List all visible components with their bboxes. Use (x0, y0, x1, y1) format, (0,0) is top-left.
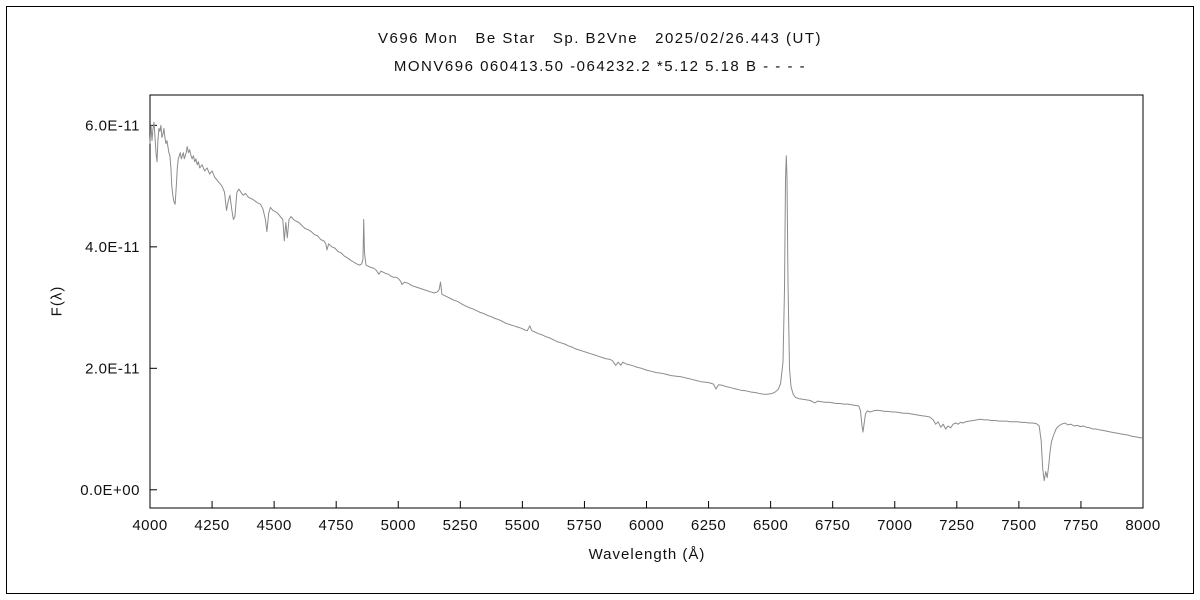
x-tick-label: 7750 (1063, 517, 1098, 534)
y-tick-label: 0.0E+00 (80, 482, 140, 499)
x-tick-label: 6500 (753, 517, 788, 534)
x-tick-label: 7000 (877, 517, 912, 534)
x-tick-label: 7500 (1001, 517, 1036, 534)
x-tick-label: 6250 (691, 517, 726, 534)
axis-frame (149, 94, 1144, 509)
x-tick-label: 8000 (1125, 517, 1160, 534)
x-tick-label: 5250 (443, 517, 478, 534)
x-tick-label: 5500 (505, 517, 540, 534)
x-tick-label: 4250 (194, 517, 229, 534)
y-tick-label: 2.0E-11 (85, 360, 140, 377)
x-tick-label: 6750 (815, 517, 850, 534)
x-tick-label: 5000 (381, 517, 416, 534)
spectrum-line (149, 121, 1144, 482)
y-tick-label: 6.0E-11 (85, 117, 140, 134)
x-tick-label: 5750 (567, 517, 602, 534)
x-tick-label: 4000 (132, 517, 167, 534)
x-tick-label: 7250 (939, 517, 974, 534)
x-tick-label: 4500 (256, 517, 291, 534)
x-tick-label: 6000 (629, 517, 664, 534)
chart-title: V696 Mon Be Star Sp. B2Vne 2025/02/26.44… (377, 30, 823, 47)
x-axis-label: Wavelength (Å) (588, 546, 706, 563)
chart-subtitle: MONV696 060413.50 -064232.2 *5.12 5.18 B… (393, 58, 807, 75)
x-tick-label: 4750 (319, 517, 354, 534)
y-tick-label: 4.0E-11 (85, 239, 140, 256)
